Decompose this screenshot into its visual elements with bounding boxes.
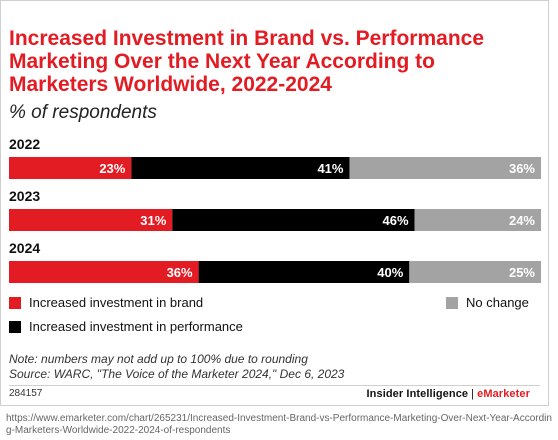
data-label-increased-investment-in-performance-2022: 41% xyxy=(317,161,343,176)
data-label-increased-investment-in-brand-2022: 23% xyxy=(99,161,125,176)
legend-item-performance: Increased investment in performance xyxy=(9,319,243,334)
brand-name: Insider Intelligence xyxy=(366,388,469,400)
data-label-no-change-2023: 24% xyxy=(509,213,535,228)
legend-swatch-performance xyxy=(9,320,21,333)
bar-increased-investment-in-brand-2022 xyxy=(9,157,132,179)
legend-swatch-brand xyxy=(9,296,21,309)
bar-increased-investment-in-brand-2024 xyxy=(9,261,199,283)
data-label-increased-investment-in-brand-2024: 36% xyxy=(167,265,193,280)
brand-accent: eMarketer xyxy=(477,388,530,400)
brand-separator: | xyxy=(471,388,475,400)
stacked-bar-chart: 2022 23% 41% 36% 2023 31% 46% 24% 2024 36% 40% 25% xyxy=(9,136,541,283)
source-text: Source: WARC, "The Voice of the Marketer… xyxy=(9,367,345,381)
legend-swatch-no-change xyxy=(446,296,458,309)
chart-subtitle: % of respondents xyxy=(9,102,157,123)
note-text: Note: numbers may not add up to 100% due… xyxy=(9,352,308,366)
bar-increased-investment-in-performance-2023 xyxy=(172,209,415,231)
bar-no-change-2022 xyxy=(349,157,541,179)
legend-label-no-change: No change xyxy=(466,295,529,310)
data-label-increased-investment-in-brand-2023: 31% xyxy=(140,213,166,228)
data-label-increased-investment-in-performance-2024: 40% xyxy=(377,265,403,280)
category-label-2024: 2024 xyxy=(9,240,40,256)
legend-label-performance: Increased investment in performance xyxy=(29,319,243,334)
footer-divider xyxy=(9,385,540,386)
data-label-no-change-2024: 25% xyxy=(509,265,535,280)
data-label-no-change-2022: 36% xyxy=(509,161,535,176)
legend-item-brand: Increased investment in brand xyxy=(9,295,203,310)
bar-no-change-2023 xyxy=(414,209,541,231)
category-label-2022: 2022 xyxy=(9,136,40,152)
legend-item-no-change: No change xyxy=(446,295,529,310)
chart-card: Increased Investment in Brand vs. Perfor… xyxy=(0,0,549,406)
category-label-2023: 2023 xyxy=(9,188,40,204)
chart-id: 284157 xyxy=(9,388,43,399)
source-url[interactable]: https://www.emarketer.com/chart/265231/I… xyxy=(6,413,552,436)
data-label-increased-investment-in-performance-2023: 46% xyxy=(383,213,409,228)
legend-label-brand: Increased investment in brand xyxy=(29,295,204,310)
bar-increased-investment-in-performance-2024 xyxy=(198,261,410,283)
legend: Increased investment in brand Increased … xyxy=(9,295,541,339)
bar-increased-investment-in-brand-2023 xyxy=(9,209,173,231)
chart-note: Note: numbers may not add up to 100% due… xyxy=(9,352,344,382)
bar-no-change-2024 xyxy=(409,261,541,283)
bar-increased-investment-in-performance-2022 xyxy=(131,157,350,179)
chart-title: Increased Investment in Brand vs. Perfor… xyxy=(9,27,485,96)
brand-label: Insider Intelligence | eMarketer xyxy=(367,388,531,400)
